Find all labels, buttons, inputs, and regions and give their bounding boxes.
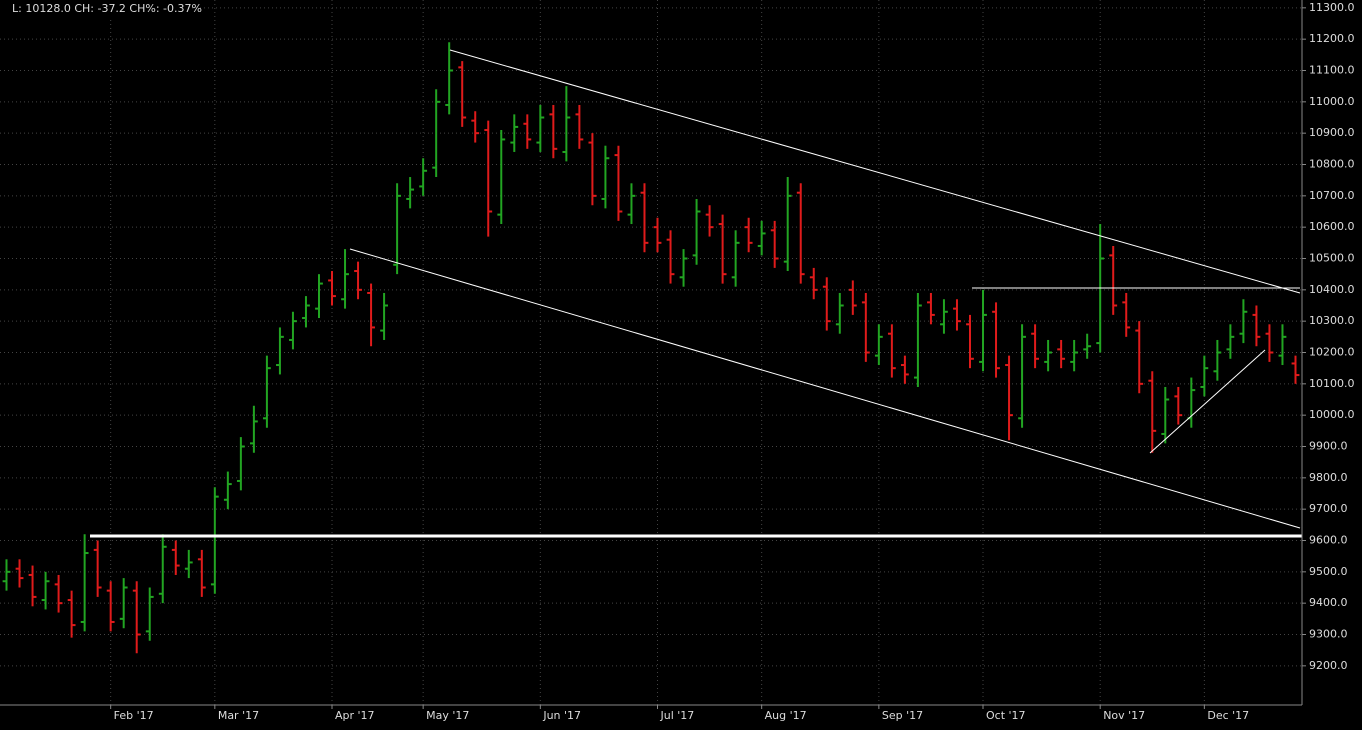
y-tick-label: 9600.0 xyxy=(1309,534,1348,547)
x-tick-label: Dec '17 xyxy=(1207,709,1249,722)
y-tick-label: 9300.0 xyxy=(1309,628,1348,641)
x-tick-label: May '17 xyxy=(426,709,469,722)
x-tick-label: Mar '17 xyxy=(218,709,259,722)
x-tick-label: Feb '17 xyxy=(114,709,154,722)
status-bg xyxy=(0,0,186,18)
y-tick-label: 10900.0 xyxy=(1309,126,1355,139)
y-tick-label: 9400.0 xyxy=(1309,596,1348,609)
y-tick-label: 10200.0 xyxy=(1309,346,1355,359)
y-tick-label: 9200.0 xyxy=(1309,659,1348,672)
y-tick-label: 11200.0 xyxy=(1309,32,1355,45)
x-tick-label: Jul '17 xyxy=(660,709,695,722)
y-tick-label: 9500.0 xyxy=(1309,565,1348,578)
y-tick-label: 9700.0 xyxy=(1309,502,1348,515)
y-tick-label: 9900.0 xyxy=(1309,440,1348,453)
trendline xyxy=(449,49,1301,294)
bars xyxy=(2,42,1300,654)
trendline xyxy=(1149,349,1266,454)
y-tick-label: 10400.0 xyxy=(1309,283,1355,296)
trendlines xyxy=(90,49,1302,538)
axes: 9200.0 9300.0 9400.0 9500.0 9600.0 9700.0 9800… xyxy=(110,1,1355,722)
y-tick-label: 10700.0 xyxy=(1309,189,1355,202)
x-tick-label: Oct '17 xyxy=(986,709,1026,722)
trendline xyxy=(349,248,1301,529)
y-tick-label: 11100.0 xyxy=(1309,64,1355,77)
x-tick-label: Apr '17 xyxy=(335,709,375,722)
status-text: L: 10128.0 CH: -37.2 CH%: -0.37% xyxy=(12,2,202,15)
y-tick-label: 10500.0 xyxy=(1309,252,1355,265)
x-tick-label: Jun '17 xyxy=(542,709,581,722)
x-tick-label: Nov '17 xyxy=(1103,709,1145,722)
y-tick-label: 10300.0 xyxy=(1309,314,1355,327)
y-tick-label: 9800.0 xyxy=(1309,471,1348,484)
y-tick-label: 10000.0 xyxy=(1309,408,1355,421)
y-tick-label: 11300.0 xyxy=(1309,1,1355,14)
x-tick-label: Sep '17 xyxy=(882,709,923,722)
y-tick-label: 10800.0 xyxy=(1309,158,1355,171)
y-tick-label: 11000.0 xyxy=(1309,95,1355,108)
y-tick-label: 10600.0 xyxy=(1309,220,1355,233)
x-tick-label: Aug '17 xyxy=(765,709,807,722)
y-tick-label: 10100.0 xyxy=(1309,377,1355,390)
